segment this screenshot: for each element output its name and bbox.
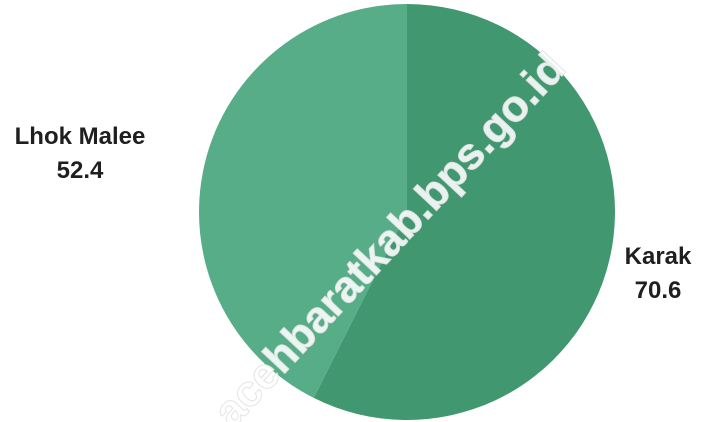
pie-slice-lhok-malee [199,3,407,398]
slice-name-karak: Karak [624,243,692,270]
slice-label-lhok-malee: Lhok Malee 52.4 [5,120,155,188]
slice-name-lhok-malee: Lhok Malee [14,123,146,150]
slice-value-lhok-malee: 52.4 [56,157,104,184]
slice-label-karak: Karak 70.6 [616,240,700,308]
pie-slices [199,3,615,420]
slice-value-karak: 70.6 [634,277,682,304]
pie-slice-karak [313,4,615,420]
